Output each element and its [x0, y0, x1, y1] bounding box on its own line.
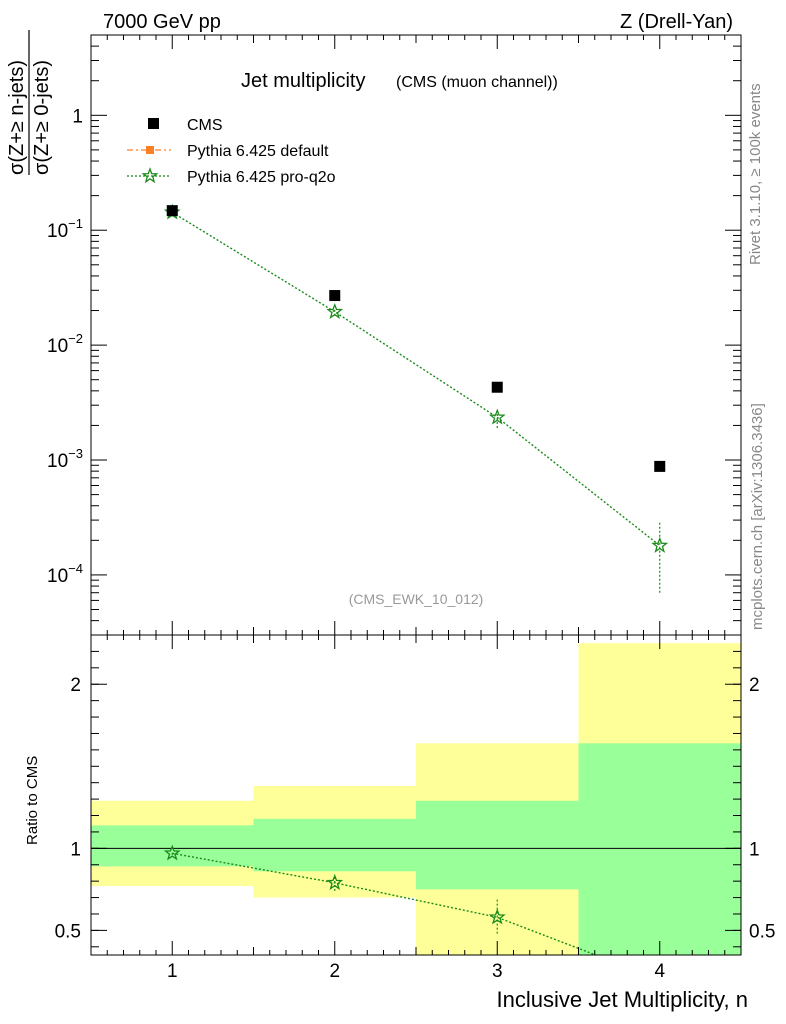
cms-point	[491, 381, 503, 393]
legend-label: CMS	[187, 117, 223, 134]
ylabel-numerator: σ(Z+≥ n-jets)	[6, 60, 28, 175]
y-tick-label-main: 1	[72, 106, 83, 127]
ratio-series-line	[172, 852, 598, 955]
legend-label: Pythia 6.425 pro-q2o	[187, 169, 336, 186]
x-tick-label: 1	[167, 961, 178, 982]
ratio-ylabel: Ratio to CMS	[24, 756, 41, 845]
y-tick-label-base: 10	[47, 451, 68, 472]
header-left: 7000 GeV pp	[103, 11, 221, 33]
x-tick-label: 4	[654, 961, 665, 982]
ratio-marks	[163, 844, 598, 955]
ylabel-denominator: σ(Z+≥ 0-jets)	[31, 60, 53, 175]
y-tick-label-exp: −1	[68, 216, 83, 231]
y-tick-label-main: 10−1	[47, 216, 83, 242]
mc-point	[488, 408, 506, 425]
y-tick-label-main: 10−3	[47, 446, 83, 472]
rivet-label: Rivet 3.1.10, ≥ 100k events	[747, 83, 764, 265]
ratio-bands	[91, 643, 741, 955]
y-tick-label-main: 10−4	[47, 561, 83, 587]
mc-point	[651, 536, 669, 553]
main-panel: Jet multiplicity (CMS (muon channel)) (C…	[47, 34, 742, 636]
main-marks	[163, 203, 669, 593]
ratio-band-green	[416, 800, 579, 890]
main-subtitle: (CMS (muon channel))	[396, 74, 558, 91]
ratio-ticks: 1 2 3 4 0.5 0.5 1 1 2 2	[55, 635, 775, 982]
legend: CMS Pythia 6.425 default Pythia 6.425 pro-…	[127, 117, 336, 186]
ratio-point	[326, 873, 344, 891]
cms-point	[166, 205, 178, 217]
watermark-label: (CMS_EWK_10_012)	[349, 591, 484, 607]
y-tick-label-exp: −4	[68, 561, 83, 576]
legend-label: Pythia 6.425 default	[187, 143, 329, 160]
y-tick-label-exp: −3	[68, 446, 83, 461]
cms-point	[654, 460, 666, 472]
ratio-band-green	[253, 818, 416, 872]
y-tick-label-ratio: 1	[70, 839, 81, 860]
mc-point	[326, 302, 344, 320]
cms-point	[329, 290, 341, 302]
legend-marker-proq2o	[141, 167, 159, 184]
y-tick-label-ratio-right: 1	[749, 839, 760, 860]
ratio-panel: 1 2 3 4 0.5 0.5 1 1 2 2 Ratio to CMS Inclusive Je…	[24, 634, 775, 1012]
y-tick-label-ratio-right: 2	[749, 675, 760, 696]
main-ylabel: σ(Z+≥ n-jets) σ(Z+≥ 0-jets)	[6, 30, 53, 175]
y-tick-label-base: 10	[47, 221, 68, 242]
y-tick-label-ratio: 2	[70, 675, 81, 696]
ratio-point	[163, 844, 181, 861]
legend-marker-default	[146, 146, 154, 154]
mcplots-label: mcplots.cern.ch [arXiv:1306.3436]	[749, 403, 766, 630]
y-tick-label-base: 10	[47, 566, 68, 587]
ratio-point	[488, 908, 506, 925]
main-ticks: 110−110−210−310−4	[47, 34, 742, 636]
y-tick-label-ratio: 0.5	[55, 921, 81, 942]
legend-marker-cms	[148, 118, 159, 129]
y-tick-label-exp: −2	[68, 331, 83, 346]
y-tick-label-main: 10−2	[47, 331, 83, 357]
ratio-band-green	[578, 743, 741, 955]
main-title: Jet multiplicity	[241, 70, 365, 92]
x-axis-label: Inclusive Jet Multiplicity, n	[497, 987, 748, 1012]
x-tick-label: 3	[492, 961, 503, 982]
x-tick-label: 2	[329, 961, 340, 982]
y-tick-label-base: 10	[47, 336, 68, 357]
mc-series-line	[171, 211, 661, 547]
ratio-series-group	[163, 844, 598, 955]
header-right: Z (Drell-Yan)	[620, 11, 733, 33]
y-tick-label-ratio-right: 0.5	[749, 921, 775, 942]
